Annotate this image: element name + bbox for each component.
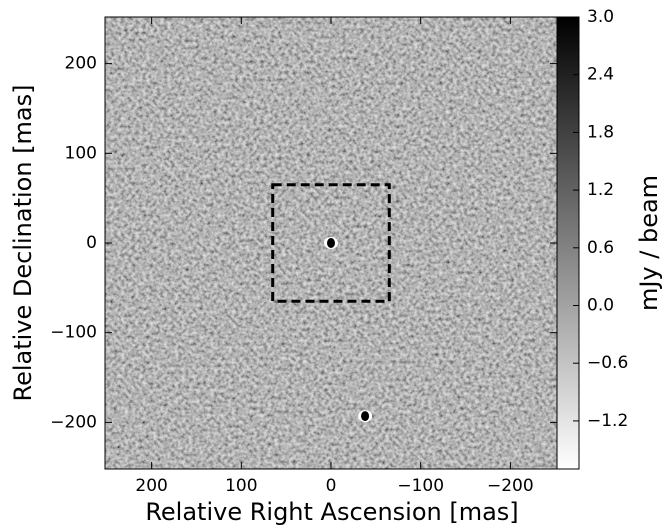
source <box>361 411 370 422</box>
y-tick-label: −100 <box>50 323 97 343</box>
colorbar-tick-label: 0.6 <box>587 238 614 258</box>
colorbar-tick-label: 1.8 <box>587 122 614 142</box>
colorbar-tick-label: 0.0 <box>587 296 614 316</box>
source <box>327 238 335 248</box>
y-tick-label: 100 <box>65 143 97 163</box>
colorbar-tick-label: 1.2 <box>587 180 614 200</box>
y-tick-label: 200 <box>65 54 97 74</box>
y-tick-label: 0 <box>86 233 97 253</box>
y-axis-label: Relative Declination [mas] <box>9 84 37 401</box>
x-tick-label: 100 <box>225 476 257 496</box>
y-tick-label: −200 <box>50 412 97 432</box>
x-axis-label: Relative Right Ascension [mas] <box>145 498 518 526</box>
x-tick-label: −200 <box>487 476 534 496</box>
colorbar-tick-label: 3.0 <box>587 7 614 27</box>
colorbar-tick-label: −1.2 <box>587 411 628 431</box>
colorbar-tick-label: 2.4 <box>587 65 614 85</box>
colorbar <box>556 16 580 470</box>
colorbar-label: mJy / beam <box>635 175 663 311</box>
colorbar-tick-label: −0.6 <box>587 353 628 373</box>
x-tick-label: 0 <box>326 476 337 496</box>
region-box <box>271 183 391 303</box>
x-tick-label: 200 <box>135 476 167 496</box>
x-tick-label: −100 <box>397 476 444 496</box>
